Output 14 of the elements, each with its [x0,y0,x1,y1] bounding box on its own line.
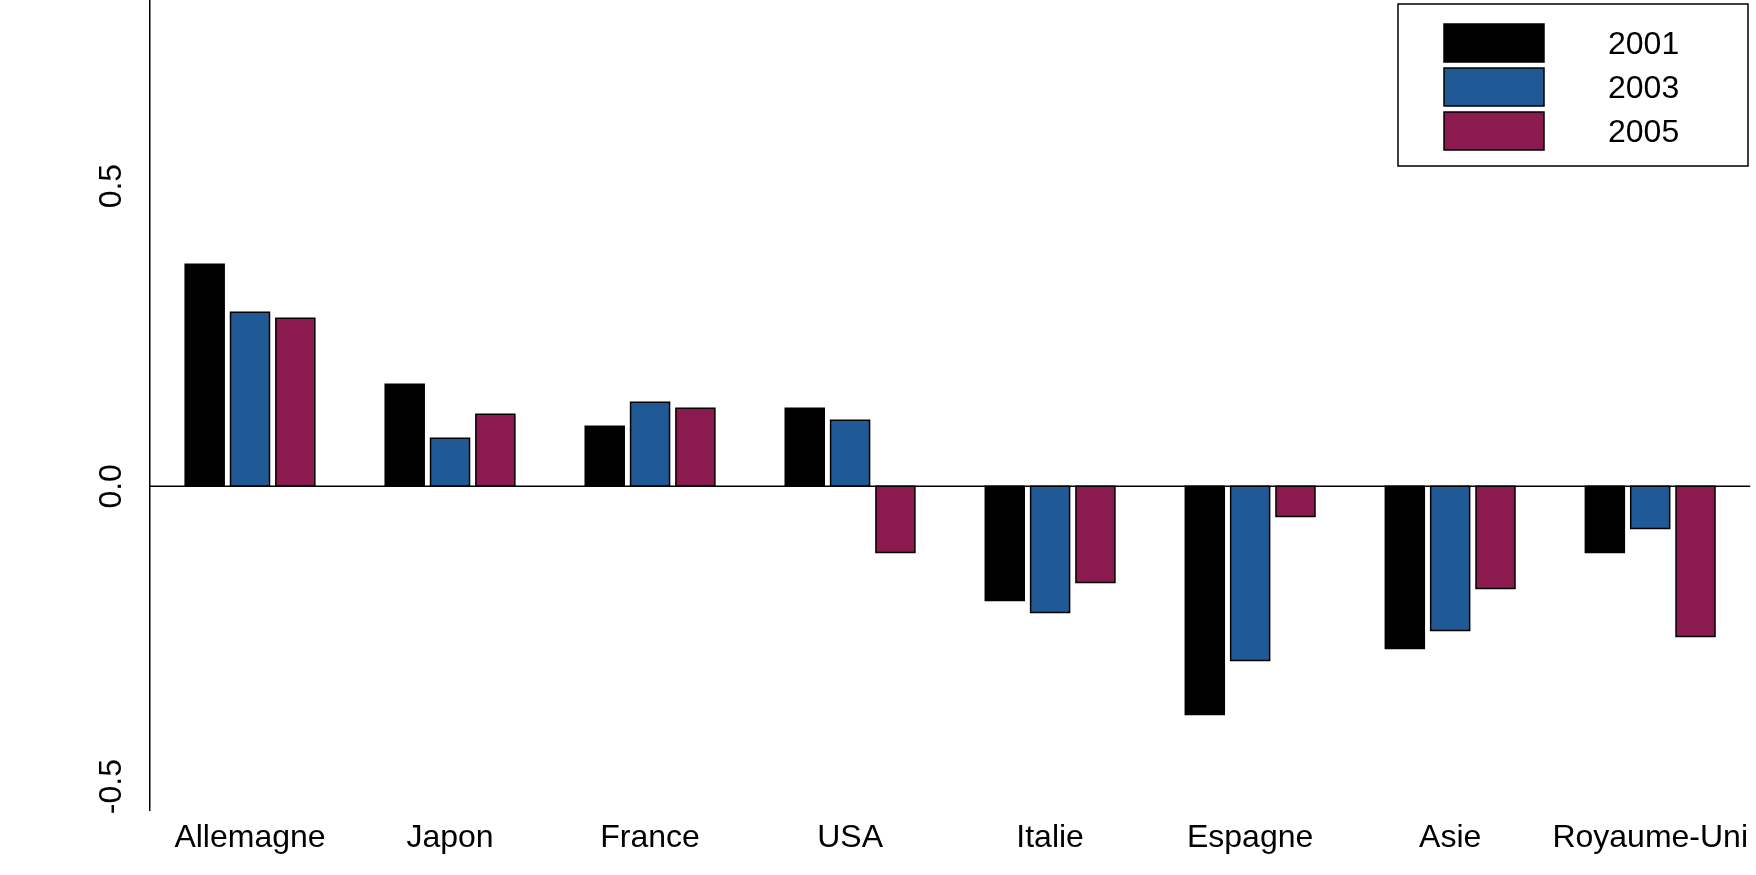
x-tick-label: Japon [406,817,494,854]
x-tick-label: Allemagne [174,817,326,854]
x-tick-label: Royaume-Uni [1552,817,1748,854]
x-tick-label: USA [817,817,884,854]
y-tick-label: 0.0 [91,464,128,509]
y-tick-label: -0.5 [91,759,128,815]
x-tick-label: Asie [1419,817,1482,854]
legend-label: 2003 [1608,68,1680,105]
legend-label: 2001 [1608,24,1680,61]
x-tick-label: Italie [1016,817,1084,854]
y-tick-label: 0.5 [91,163,128,209]
x-tick-label: France [600,817,700,854]
legend-label: 2005 [1608,112,1680,149]
x-tick-label: Espagne [1186,817,1314,854]
